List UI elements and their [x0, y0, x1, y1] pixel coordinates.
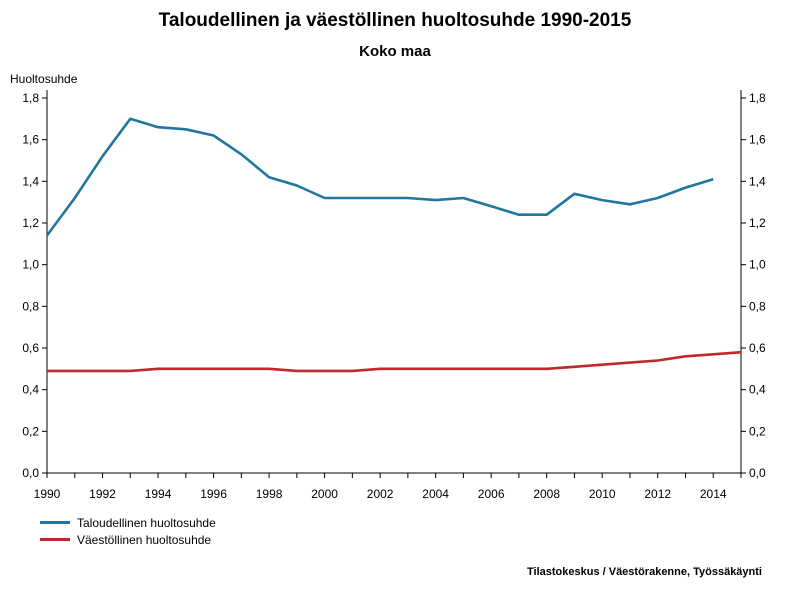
series-line-0	[45, 117, 714, 237]
x-tick-label: 2006	[478, 487, 505, 501]
x-tick-label: 2010	[589, 487, 616, 501]
legend-item-taloudellinen: Taloudellinen huoltosuhde	[40, 514, 216, 531]
y-tick-label-left: 0,4	[22, 383, 39, 397]
y-axis-label: Huoltosuhde	[10, 72, 78, 86]
x-tick-label: 2014	[700, 487, 727, 501]
x-tick-label: 2012	[644, 487, 671, 501]
x-tick-label: 1992	[89, 487, 116, 501]
y-tick-label-left: 1,4	[22, 174, 39, 188]
x-tick-label: 1996	[200, 487, 227, 501]
y-tick-label-left: 1,2	[22, 216, 39, 230]
legend-swatch-vaestollinen	[40, 538, 70, 541]
legend-swatch-taloudellinen	[40, 521, 70, 524]
y-tick-label-left: 0,6	[22, 341, 39, 355]
y-tick-label-right: 0,2	[749, 424, 766, 438]
y-tick-label-right: 1,6	[749, 133, 766, 147]
legend-label-vaestollinen: Väestöllinen huoltosuhde	[77, 532, 212, 547]
y-tick-label-left: 1,6	[22, 133, 39, 147]
y-tick-label-right: 1,0	[749, 258, 766, 272]
y-tick-label-right: 0,8	[749, 299, 766, 313]
legend: Taloudellinen huoltosuhde Väestöllinen h…	[40, 514, 216, 548]
y-tick-label-left: 0,0	[22, 466, 39, 480]
x-tick-label: 2008	[533, 487, 560, 501]
x-tick-label: 1990	[34, 487, 61, 501]
x-tick-label: 2000	[311, 487, 338, 501]
chart-title: Taloudellinen ja väestöllinen huoltosuhd…	[158, 10, 632, 31]
y-tick-label-left: 1,8	[22, 91, 39, 105]
y-tick-label-left: 0,8	[22, 299, 39, 313]
legend-label-taloudellinen: Taloudellinen huoltosuhde	[77, 515, 216, 530]
y-tick-label-right: 1,2	[749, 216, 766, 230]
x-tick-label: 1998	[256, 487, 283, 501]
x-tick-label: 2002	[367, 487, 394, 501]
source-note: Tilastokeskus / Väestörakenne, Työssäkäy…	[527, 566, 762, 578]
y-tick-label-right: 1,8	[749, 91, 766, 105]
y-tick-label-right: 0,6	[749, 341, 766, 355]
legend-item-vaestollinen: Väestöllinen huoltosuhde	[40, 531, 216, 548]
y-tick-label-right: 0,4	[749, 383, 766, 397]
x-tick-label: 2004	[422, 487, 449, 501]
y-tick-label-left: 0,2	[22, 424, 39, 438]
x-tick-label: 1994	[145, 487, 172, 501]
y-tick-label-right: 0,0	[749, 466, 766, 480]
series-line-1	[47, 350, 742, 373]
y-tick-label-right: 1,4	[749, 174, 766, 188]
chart-subtitle: Koko maa	[359, 43, 431, 60]
y-tick-label-left: 1,0	[22, 258, 39, 272]
